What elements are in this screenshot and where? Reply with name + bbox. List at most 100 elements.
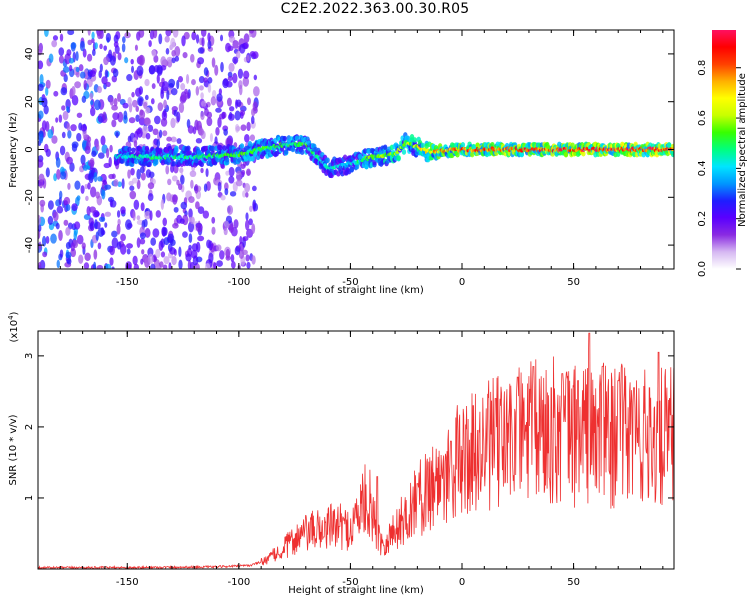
heatmap-speckle: [121, 178, 125, 189]
heatmap-speckle: [89, 222, 94, 230]
heatmap-speckle: [227, 75, 233, 82]
heatmap-speckle: [51, 135, 58, 144]
heatmap-speckle: [131, 177, 138, 184]
heatmap-speckle: [89, 206, 96, 213]
heatmap-speckle: [113, 41, 119, 48]
heatmap-speckle: [111, 237, 119, 249]
snr-x-axis-title: Height of straight line (km): [288, 585, 424, 596]
heatmap-speckle: [129, 185, 135, 191]
heatmap-speckle: [90, 107, 96, 117]
heatmap-cell: [218, 145, 223, 151]
heatmap-speckle: [104, 69, 109, 78]
heatmap-speckle: [141, 249, 145, 255]
heatmap-speckle: [122, 102, 129, 109]
heatmap-speckle: [52, 35, 59, 41]
snr-panel: -150 -100 -50 0 50 1 2 3 Height of straight li…: [7, 311, 675, 596]
heatmap-speckle: [70, 124, 77, 132]
heatmap-speckle: [207, 77, 213, 84]
heatmap-speckle: [220, 34, 224, 42]
heatmap-speckle: [138, 117, 146, 126]
heatmap-speckle: [190, 53, 195, 63]
heatmap-speckle: [189, 170, 197, 178]
heatmap-speckle: [159, 261, 164, 268]
heatmap-speckle: [83, 262, 90, 269]
heatmap-speckle: [120, 233, 126, 242]
heatmap-speckle: [59, 249, 64, 258]
heatmap-speckle: [241, 249, 248, 256]
heatmap-speckle: [90, 100, 94, 106]
heatmap-cell: [300, 149, 305, 155]
heatmap-speckle: [177, 76, 184, 83]
colorbar-title: Normalized spectral amplitude: [737, 73, 748, 227]
heatmap-speckle: [104, 222, 108, 228]
heatmap-speckle: [237, 68, 244, 79]
heatmap-speckle: [56, 205, 64, 214]
heatmap-speckle: [207, 32, 211, 42]
heatmap-speckle: [99, 43, 103, 50]
heatmap-speckle: [204, 263, 211, 269]
page-title: C2E2.2022.363.00.30.R05: [280, 1, 470, 17]
heatmap-speckle: [121, 43, 126, 53]
heatmap-speckle: [217, 117, 222, 128]
x-tick-label: -150: [116, 277, 139, 288]
heatmap-speckle: [39, 133, 44, 144]
heatmap-speckle: [147, 193, 154, 202]
heatmap-speckle: [66, 106, 70, 113]
heatmap-speckle: [79, 40, 85, 52]
heatmap-speckle: [104, 211, 112, 217]
heatmap-speckle: [58, 55, 64, 64]
heatmap-speckle: [134, 44, 138, 51]
heatmap-speckle: [101, 76, 108, 85]
heatmap-speckle: [105, 81, 111, 87]
heatmap-speckle: [158, 33, 163, 45]
heatmap-speckle: [58, 114, 63, 123]
heatmap-speckle: [135, 114, 140, 122]
heatmap-speckle: [148, 65, 156, 75]
heatmap-speckle: [163, 99, 168, 109]
heatmap-speckle: [194, 183, 199, 194]
heatmap-speckle: [45, 148, 51, 157]
heatmap-speckle: [55, 157, 61, 168]
heatmap-speckle: [70, 242, 75, 252]
heatmap-speckle: [65, 241, 71, 250]
heatmap-speckle: [178, 246, 182, 258]
heatmap-speckle: [239, 236, 243, 245]
heatmap-speckle: [166, 89, 170, 101]
heatmap-speckle: [93, 211, 100, 217]
heatmap-speckle: [45, 236, 50, 244]
heatmap-speckle: [240, 163, 246, 169]
heatmap-speckle: [117, 52, 122, 61]
heatmap-speckle: [197, 57, 205, 65]
heatmap-speckle: [197, 206, 205, 214]
heatmap-speckle: [128, 102, 133, 113]
heatmap-speckle: [75, 71, 80, 78]
heatmap-speckle: [91, 150, 97, 157]
y-tick-label: 2: [24, 424, 35, 430]
heatmap-speckle: [44, 30, 49, 38]
heatmap-speckle: [133, 140, 138, 148]
heatmap-cell: [282, 135, 288, 142]
heatmap-speckle: [115, 131, 119, 139]
heatmap-speckle: [238, 84, 243, 96]
heatmap-speckle: [97, 86, 102, 94]
heatmap-speckle: [112, 112, 120, 121]
colorbar-tick-label: 0.6: [697, 110, 708, 126]
heatmap-speckle: [228, 223, 234, 234]
heatmap-speckle: [225, 248, 231, 259]
heatmap-cell: [325, 157, 330, 164]
heatmap-speckle: [215, 107, 222, 113]
heatmap-speckle: [242, 236, 249, 242]
heatmap-speckle: [242, 190, 247, 198]
heatmap-speckle: [216, 93, 223, 102]
heatmap-cell: [174, 147, 179, 154]
heatmap-speckle: [187, 221, 195, 233]
heatmap-speckle: [59, 145, 66, 156]
heatmap-speckle: [152, 30, 158, 39]
heatmap-speckle: [38, 261, 42, 269]
heatmap-speckle: [230, 254, 235, 263]
heatmap-speckle: [252, 101, 258, 112]
heatmap-speckle: [161, 110, 168, 121]
heatmap-speckle: [215, 244, 222, 252]
heatmap-speckle: [223, 220, 229, 227]
heatmap-speckle: [45, 167, 50, 178]
